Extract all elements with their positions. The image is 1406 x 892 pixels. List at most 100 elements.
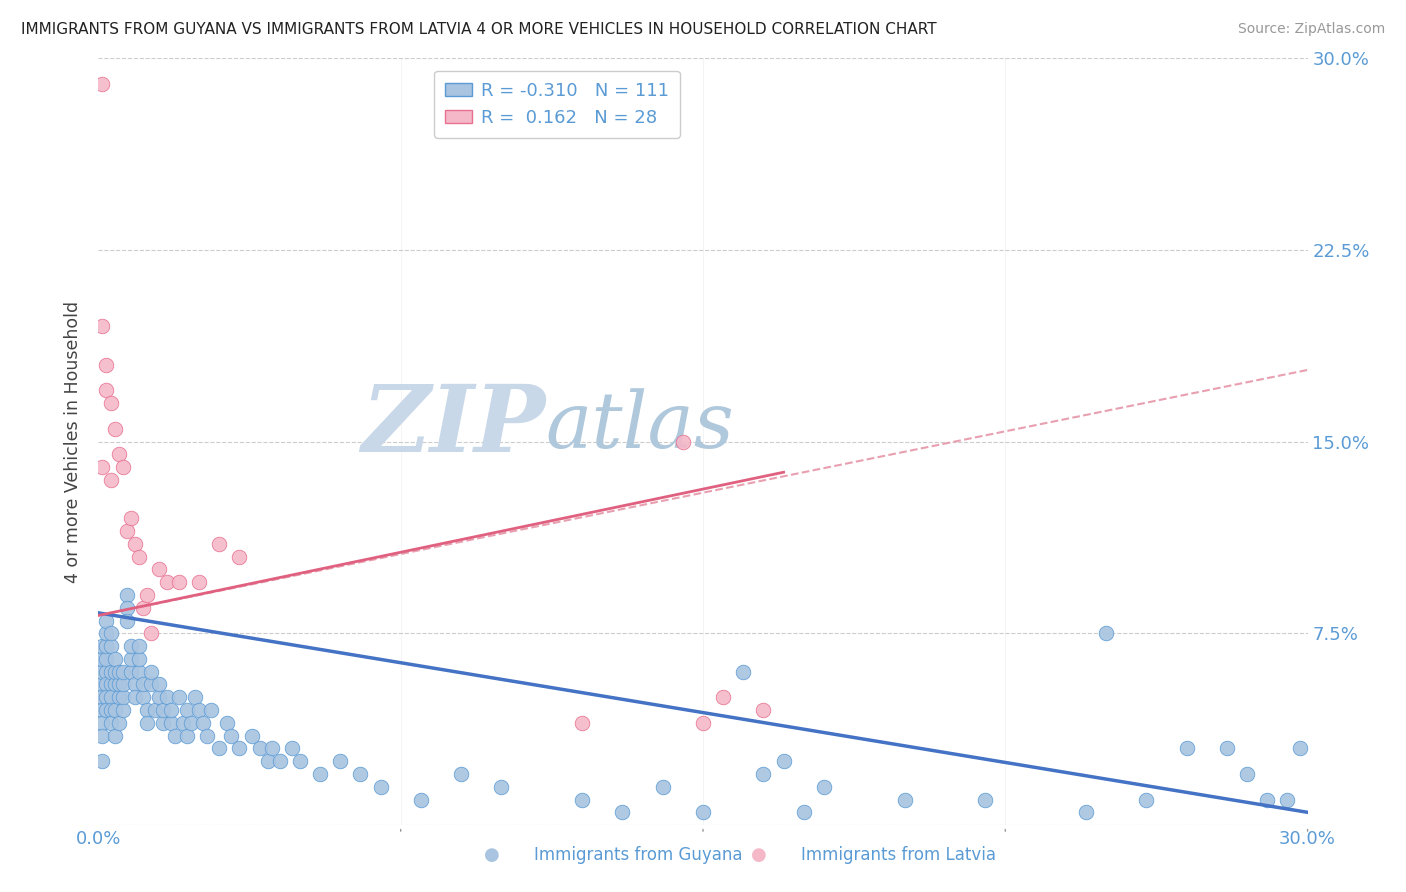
Point <box>124 537 146 551</box>
Point <box>188 703 211 717</box>
Point <box>733 665 755 679</box>
Point <box>107 665 129 679</box>
Point <box>96 703 118 717</box>
Point <box>752 767 775 781</box>
Text: ZIP: ZIP <box>361 381 546 471</box>
Text: ●: ● <box>751 846 768 863</box>
Point <box>148 677 170 691</box>
Point <box>107 715 129 730</box>
Point <box>217 715 239 730</box>
Point <box>152 715 174 730</box>
Point <box>1135 792 1157 806</box>
Point <box>139 665 162 679</box>
Text: ●: ● <box>484 846 501 863</box>
Point <box>100 665 122 679</box>
Point <box>107 690 129 705</box>
Point <box>103 703 125 717</box>
Point <box>111 703 134 717</box>
Point <box>772 754 794 768</box>
Point <box>711 690 734 705</box>
Point <box>1074 805 1097 820</box>
Point <box>135 715 157 730</box>
Point <box>193 715 215 730</box>
Point <box>1256 792 1278 806</box>
Text: Immigrants from Guyana: Immigrants from Guyana <box>534 846 742 863</box>
Point <box>96 384 118 398</box>
Point <box>160 715 183 730</box>
Point <box>100 690 122 705</box>
Point <box>139 626 162 640</box>
Point <box>180 715 202 730</box>
Point <box>100 639 122 653</box>
Point <box>176 729 198 743</box>
Point <box>893 792 915 806</box>
Point <box>195 729 218 743</box>
Point <box>103 665 125 679</box>
Point <box>91 639 114 653</box>
Point <box>288 754 311 768</box>
Point <box>1216 741 1239 756</box>
Text: atlas: atlas <box>546 388 734 465</box>
Point <box>96 652 118 666</box>
Point <box>100 396 122 410</box>
Point <box>813 780 835 794</box>
Point <box>221 729 243 743</box>
Point <box>208 537 231 551</box>
Point <box>96 626 118 640</box>
Point <box>103 677 125 691</box>
Point <box>256 754 278 768</box>
Point <box>103 652 125 666</box>
Point <box>91 754 114 768</box>
Point <box>91 703 114 717</box>
Point <box>135 588 157 602</box>
Point <box>115 524 138 538</box>
Point <box>96 690 118 705</box>
Point <box>132 677 155 691</box>
Point <box>974 792 997 806</box>
Point <box>103 422 125 436</box>
Point <box>120 639 142 653</box>
Text: Immigrants from Latvia: Immigrants from Latvia <box>801 846 997 863</box>
Point <box>124 677 146 691</box>
Point <box>208 741 231 756</box>
Point <box>612 805 634 820</box>
Point <box>156 575 179 590</box>
Point <box>100 473 122 487</box>
Point <box>172 715 194 730</box>
Point <box>107 447 129 461</box>
Point <box>120 511 142 525</box>
Point <box>91 460 114 475</box>
Point <box>91 729 114 743</box>
Point <box>1175 741 1198 756</box>
Point <box>96 358 118 372</box>
Point <box>96 639 118 653</box>
Point <box>96 665 118 679</box>
Point <box>184 690 207 705</box>
Point <box>96 614 118 628</box>
Point <box>100 677 122 691</box>
Point <box>124 690 146 705</box>
Point <box>200 703 222 717</box>
Point <box>111 677 134 691</box>
Point <box>409 792 432 806</box>
Point <box>148 562 170 576</box>
Point <box>793 805 815 820</box>
Point <box>672 434 695 449</box>
Point <box>249 741 271 756</box>
Point <box>135 703 157 717</box>
Point <box>107 677 129 691</box>
Point <box>349 767 371 781</box>
Point <box>103 729 125 743</box>
Point <box>692 805 714 820</box>
Point <box>228 741 250 756</box>
Point <box>571 715 593 730</box>
Point <box>260 741 283 756</box>
Point <box>160 703 183 717</box>
Point <box>176 703 198 717</box>
Point <box>143 703 166 717</box>
Y-axis label: 4 or more Vehicles in Household: 4 or more Vehicles in Household <box>65 301 83 582</box>
Point <box>1277 792 1299 806</box>
Point <box>1288 741 1310 756</box>
Point <box>111 665 134 679</box>
Point <box>111 690 134 705</box>
